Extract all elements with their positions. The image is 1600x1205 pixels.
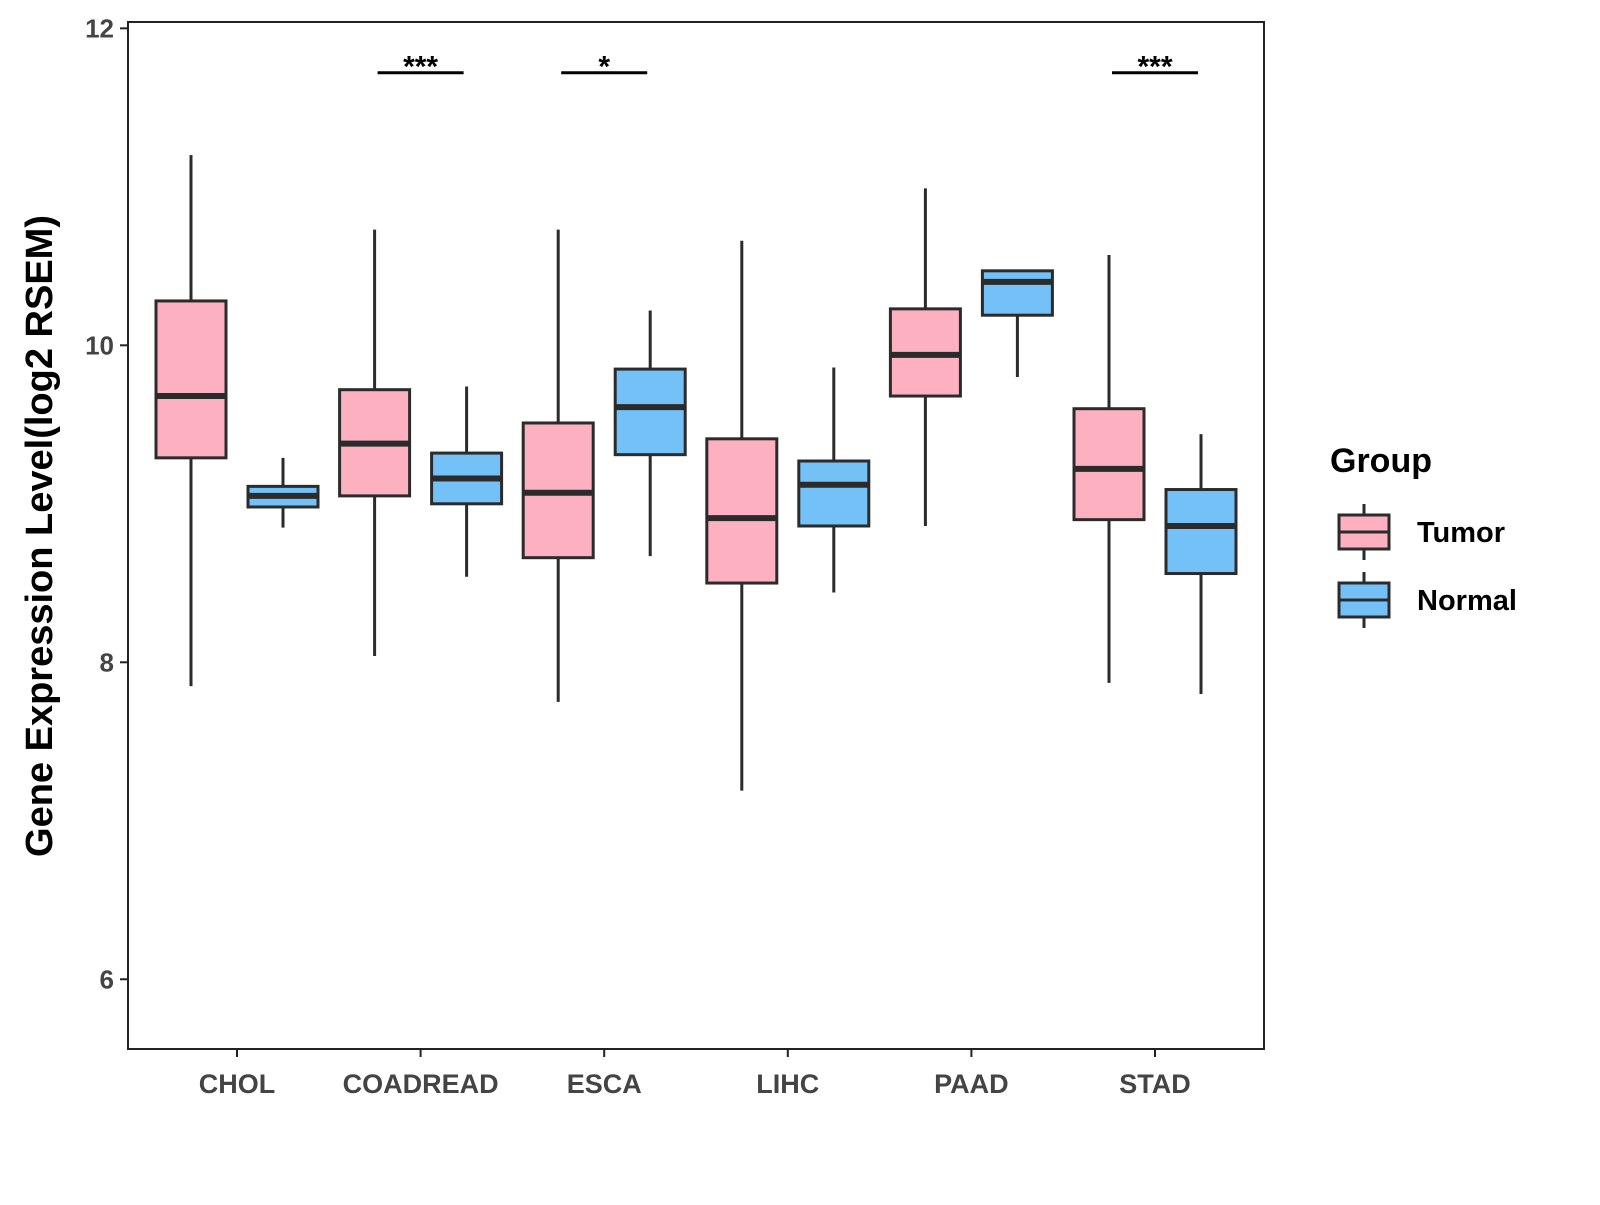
box xyxy=(1164,488,1238,576)
y-tick-label: 10 xyxy=(85,330,114,360)
box-normal-paad xyxy=(980,269,1054,378)
plot-panel xyxy=(127,21,1265,1050)
y-tick-label: 8 xyxy=(100,647,114,677)
box xyxy=(797,459,871,528)
box-normal-stad xyxy=(1164,434,1238,694)
legend-label-tumor: Tumor xyxy=(1417,517,1505,549)
box-tumor-esca xyxy=(521,229,595,702)
significance-label: * xyxy=(598,51,610,84)
box-tumor-stad xyxy=(1072,254,1146,683)
box xyxy=(1072,407,1146,522)
box-tumor-chol xyxy=(154,155,228,687)
significance-label: *** xyxy=(403,51,438,84)
x-tick-label: COADREAD xyxy=(343,1069,499,1099)
x-tick-label: CHOL xyxy=(199,1069,276,1099)
legend-title: Group xyxy=(1330,442,1432,480)
box xyxy=(613,367,687,457)
x-tick-label: LIHC xyxy=(756,1069,819,1099)
box-tumor-coadread xyxy=(338,229,412,656)
box xyxy=(705,437,779,585)
y-axis-label: Gene Expression Level(log2 RSEM) xyxy=(19,215,61,857)
y-tick-label: 6 xyxy=(100,964,114,994)
legend-label-normal: Normal xyxy=(1417,585,1517,617)
x-tick-label: STAD xyxy=(1119,1069,1191,1099)
box xyxy=(154,299,228,460)
box-tumor-paad xyxy=(888,188,962,526)
significance-label: *** xyxy=(1137,51,1172,84)
y-tick-label: 12 xyxy=(85,13,114,43)
box xyxy=(980,269,1054,317)
x-tick-label: PAAD xyxy=(934,1069,1009,1099)
box-normal-chol xyxy=(246,457,320,528)
box-normal-esca xyxy=(613,310,687,557)
x-tick-label: ESCA xyxy=(567,1069,642,1099)
box-tumor-lihc xyxy=(705,240,779,791)
box-normal-coadread xyxy=(430,386,504,577)
box-normal-lihc xyxy=(797,367,871,593)
